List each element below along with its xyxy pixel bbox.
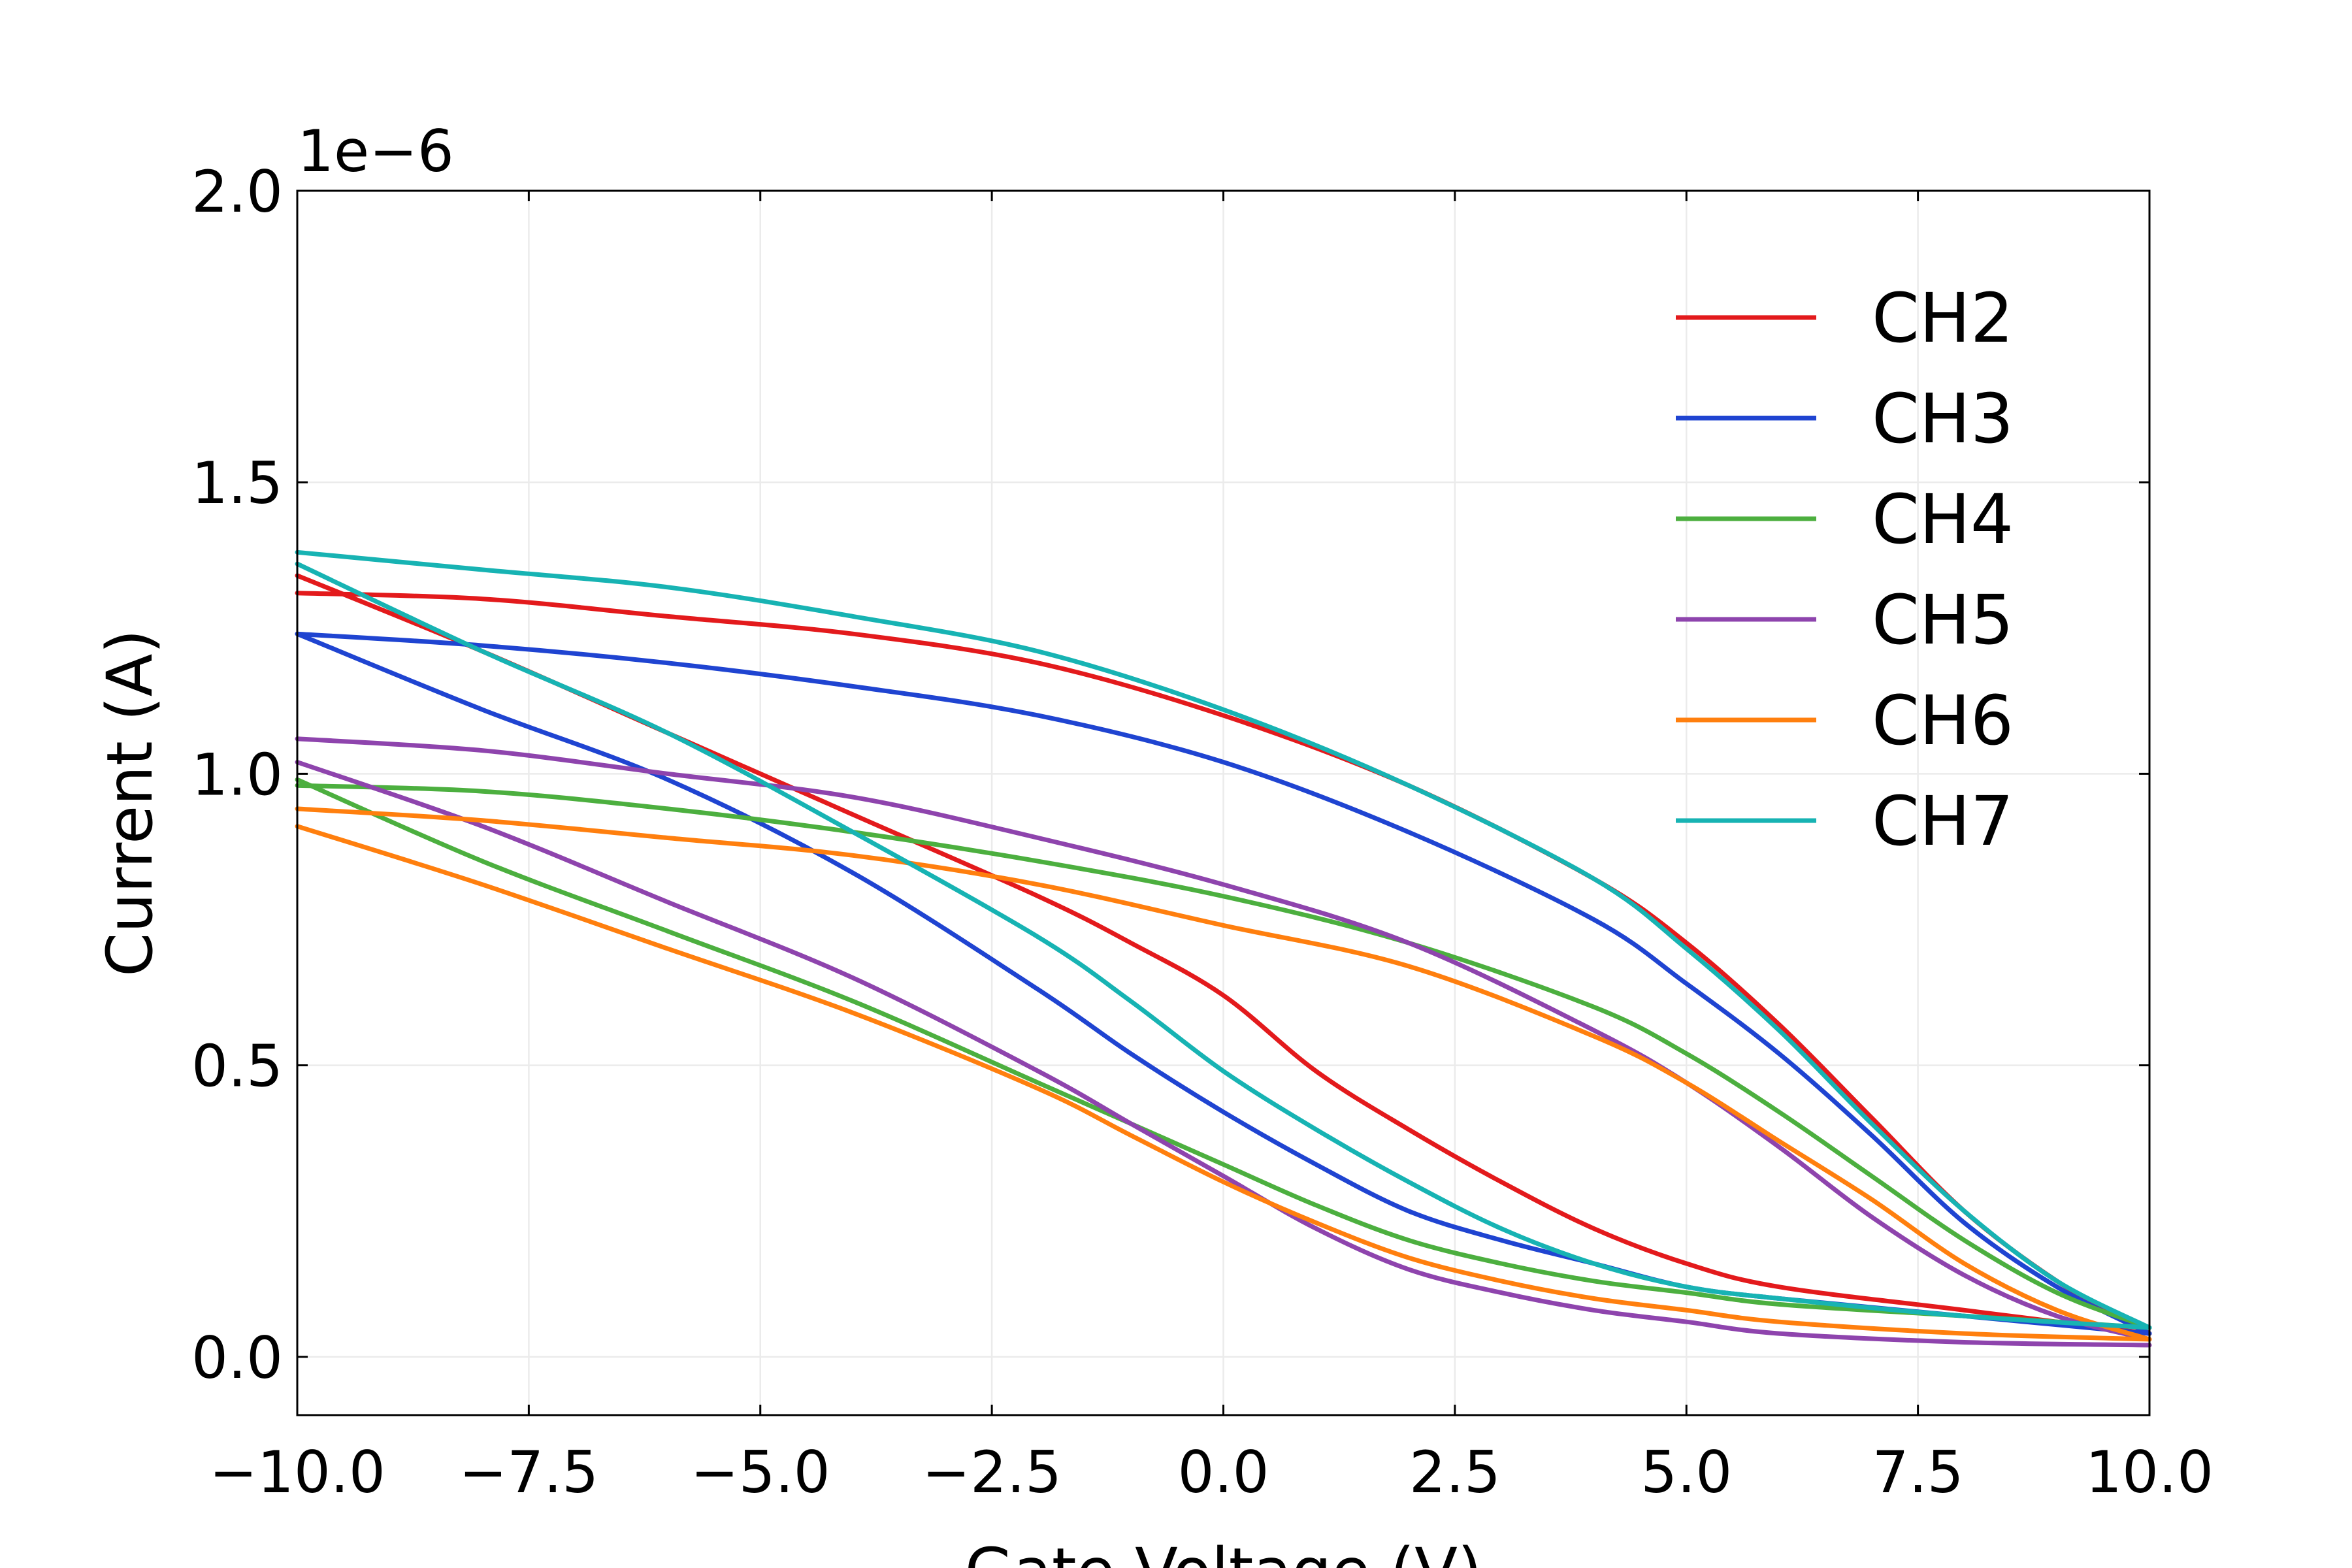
x-tick-label: 10.0 [2085,1439,2213,1506]
series-line-ch6-reverse [295,824,2152,1342]
series-line-ch7-reverse [295,561,2152,1330]
legend-label-ch4: CH4 [1872,480,2014,559]
legend-label-ch3: CH3 [1872,379,2014,459]
y-offset-label: 1e−6 [297,118,454,185]
y-tick-label: 0.5 [191,1033,283,1100]
legend-label-ch6: CH6 [1872,681,2014,760]
x-axis-label: Gate Voltage (V) [965,1535,1482,1568]
legend: CH2 CH3 CH4 CH5 CH6 CH7 [1676,278,2014,861]
y-axis-label: Current (A) [93,629,167,977]
legend-label-ch2: CH2 [1872,278,2014,358]
y-tick-label: 1.5 [191,449,283,517]
series-line-ch6-forward [295,806,2152,1342]
x-tick-label: 5.0 [1641,1439,1732,1506]
legend-label-ch5: CH5 [1872,580,2014,660]
y-tick-label: 2.0 [191,158,283,225]
series-line-ch7-forward [295,549,2152,1330]
y-tick-label: 1.0 [191,741,283,808]
x-tick-label: 0.0 [1178,1439,1269,1506]
x-tick-label: −10.0 [209,1439,385,1506]
x-tick-label: −2.5 [922,1439,1062,1506]
legend-label-ch7: CH7 [1872,781,2014,861]
x-tick-label: 7.5 [1872,1439,1964,1506]
x-tick-label: 2.5 [1409,1439,1501,1506]
axis-ticks: −10.0 −7.5 −5.0 −2.5 0.0 2.5 5.0 7.5 10.0 0.0 0.5 1… [191,158,2213,1506]
y-tick-label: 0.0 [191,1324,283,1392]
x-tick-label: −7.5 [459,1439,599,1506]
x-tick-label: −5.0 [691,1439,830,1506]
series-line-ch4-reverse [295,777,2152,1330]
series-lines [295,549,2152,1348]
series-line-ch5-forward [295,736,2152,1342]
series-line-ch3-forward [295,631,2152,1336]
